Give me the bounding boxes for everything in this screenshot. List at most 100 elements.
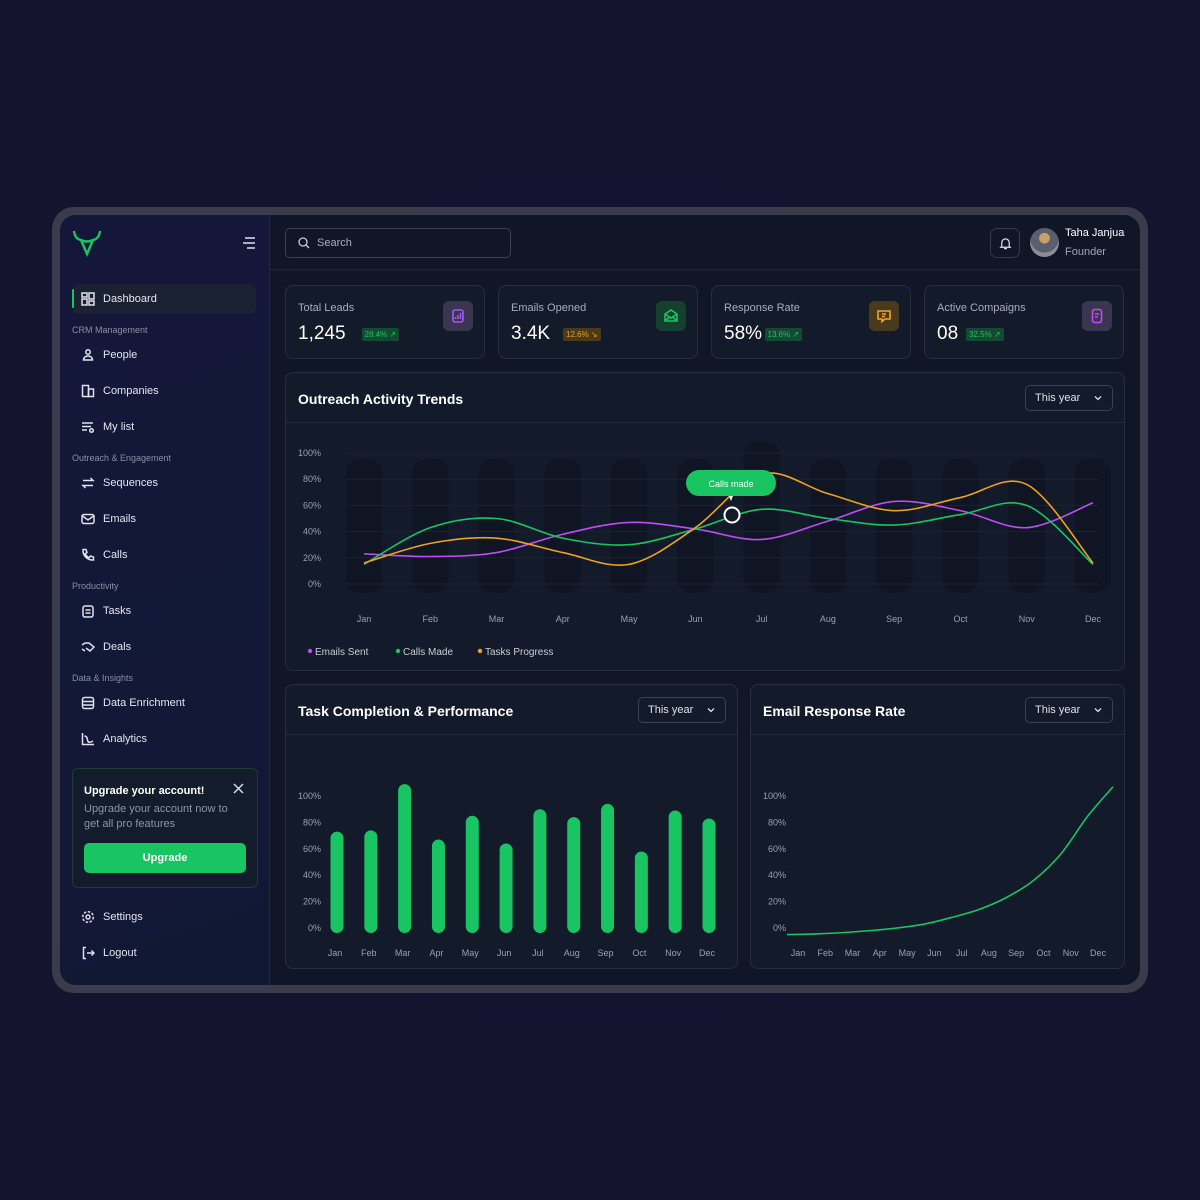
bar [668, 810, 682, 933]
chevron-down-icon [1094, 708, 1102, 713]
x-tick-label: May [621, 614, 639, 624]
stat-value: 1,245 [298, 323, 346, 344]
sidebar-item-sequences[interactable]: Sequences [72, 468, 256, 498]
gear-icon [81, 910, 95, 924]
stat-icon [1082, 301, 1112, 331]
period-select[interactable]: This year [1025, 385, 1113, 411]
avatar[interactable] [1030, 228, 1059, 257]
stat-card[interactable]: Response Rate 58% 13.6% ↗ [711, 285, 911, 359]
x-tick-label: Apr [429, 948, 443, 958]
section-label-productivity: Productivity [72, 581, 119, 591]
background-column [809, 459, 846, 593]
x-tick-label: Jun [927, 948, 942, 958]
stat-card[interactable]: Total Leads 1,245 28.4% ↗ [285, 285, 485, 359]
section-label-outreach: Outreach & Engagement [72, 453, 172, 463]
sidebar-item-settings[interactable]: Settings [72, 902, 256, 932]
stat-label: Emails Opened [511, 302, 587, 314]
panel-title: Outreach Activity Trends [298, 391, 464, 407]
nav-label: Deals [103, 641, 132, 653]
nav-label: Companies [103, 385, 159, 397]
background-column [412, 459, 449, 593]
handshake-icon [81, 642, 95, 652]
email-response-chart: 0% 20% 40% 60% 80% 100% Jan Feb Mar Apr May Jun Jul A… [763, 786, 1114, 958]
bar [601, 803, 615, 933]
panel-divider [286, 422, 1124, 423]
y-tick-label: 40% [303, 870, 321, 880]
chart-report-icon [452, 309, 464, 323]
nav-label: Settings [103, 911, 143, 923]
x-tick-label: Oct [1036, 948, 1051, 958]
sidebar-item-calls[interactable]: Calls [72, 540, 256, 570]
bar [465, 815, 479, 933]
sidebar-item-tasks[interactable]: Tasks [72, 596, 256, 626]
stat-card[interactable]: Emails Opened 3.4K 12.6% ↘ [498, 285, 698, 359]
nav-label: Logout [103, 947, 137, 959]
envelope-open-icon [664, 309, 678, 322]
menu-toggle-icon[interactable] [242, 236, 256, 250]
x-tick-label: Aug [820, 614, 836, 624]
bar [533, 809, 547, 933]
sidebar-item-companies[interactable]: Companies [72, 376, 256, 406]
sidebar-item-dashboard[interactable]: Dashboard [72, 284, 256, 314]
x-tick-label: Aug [564, 948, 580, 958]
stat-label: Response Rate [724, 302, 800, 314]
period-select[interactable]: This year [1025, 697, 1113, 723]
bar [567, 817, 581, 933]
background-column [544, 459, 581, 593]
x-tick-label: Jul [532, 948, 544, 958]
section-label-crm: CRM Management [72, 325, 148, 335]
select-value: This year [1035, 392, 1081, 404]
sidebar-item-data-enrichment[interactable]: Data Enrichment [72, 688, 256, 718]
people-icon [82, 349, 94, 361]
legend-label: Emails Sent [315, 647, 369, 658]
background-column [611, 459, 648, 593]
sidebar-item-my-list[interactable]: My list [72, 412, 256, 442]
x-tick-label: Jan [357, 614, 372, 624]
panel-title: Email Response Rate [763, 703, 906, 719]
outreach-line-chart: Jan Feb Mar Apr May Jun Jul Aug Sep Oct Nov Dec 0% 20… [298, 441, 1111, 658]
x-tick-label: Nov [1063, 948, 1080, 958]
sidebar-item-emails[interactable]: Emails [72, 504, 256, 534]
x-tick-label: Nov [665, 948, 682, 958]
hover-marker [723, 506, 741, 524]
y-tick-label: 100% [763, 791, 786, 801]
bar [499, 843, 513, 933]
dashboard-grid-icon [81, 292, 95, 306]
sidebar-item-deals[interactable]: Deals [72, 632, 256, 662]
period-select[interactable]: This year [638, 697, 726, 723]
analytics-chart-icon [81, 733, 94, 746]
stat-card[interactable]: Active Compaigns 08 32.5% ↗ [924, 285, 1124, 359]
sidebar-item-people[interactable]: People [72, 340, 256, 370]
sidebar-item-logout[interactable]: Logout [72, 938, 256, 968]
stat-icon [656, 301, 686, 331]
stat-change-badge: 12.6% ↘ [563, 328, 601, 341]
search-input[interactable]: Search [285, 228, 511, 258]
notifications-button[interactable] [990, 228, 1020, 258]
chevron-down-icon [1094, 396, 1102, 401]
legend-label: Calls Made [403, 647, 453, 658]
series-line-emails-sent [363, 500, 1094, 558]
close-icon[interactable] [233, 783, 244, 794]
sidebar-item-analytics[interactable]: Analytics [72, 724, 256, 754]
upgrade-button[interactable]: Upgrade [84, 843, 246, 873]
tooltip-box [686, 470, 776, 496]
logo-bull-icon [72, 230, 102, 257]
y-tick-label: 0% [308, 579, 321, 589]
building-icon [81, 384, 95, 398]
background-column [942, 459, 979, 593]
x-tick-label: Jul [956, 948, 968, 958]
nav-label: Calls [103, 549, 128, 561]
panel-title: Task Completion & Performance [298, 703, 514, 719]
y-tick-label: 20% [303, 897, 321, 907]
x-tick-label: Feb [423, 614, 439, 624]
task-bar-chart: 0% 20% 40% 60% 80% 100% Jan Feb Mar Apr May Jun Jul A… [298, 784, 716, 958]
x-tick-label: Apr [556, 614, 570, 624]
bar [330, 831, 344, 933]
y-tick-label: 0% [308, 923, 321, 933]
nav-label: Data Enrichment [103, 697, 185, 709]
x-tick-label: Mar [395, 948, 411, 958]
stat-value: 08 [937, 323, 959, 344]
x-tick-label: Jan [791, 948, 806, 958]
panel-divider [286, 734, 737, 735]
x-tick-label: Mar [845, 948, 861, 958]
